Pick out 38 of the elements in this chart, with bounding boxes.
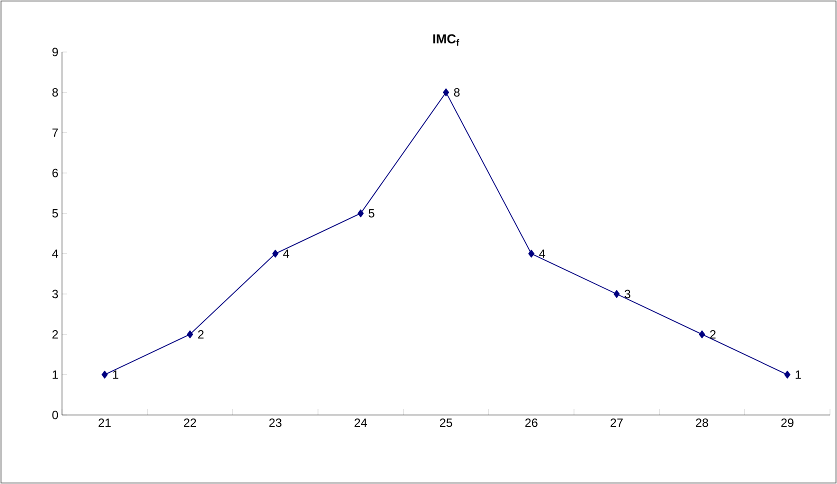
y-tick-label: 7 <box>52 128 58 137</box>
data-label: 4 <box>283 250 290 258</box>
x-tick-label: 23 <box>269 418 282 427</box>
y-tick-label: 2 <box>52 330 58 339</box>
x-tick-label: 25 <box>440 418 452 427</box>
point <box>784 370 790 379</box>
y-tick-label: 6 <box>52 168 58 178</box>
y-tick-label: 0 <box>52 410 58 420</box>
data-label: 2 <box>710 330 716 339</box>
y-tick-label: 5 <box>52 209 58 218</box>
y-tick-label: 9 <box>52 48 58 56</box>
data-label: 5 <box>368 209 374 218</box>
x-tick-label: 21 <box>98 418 111 427</box>
data-label: 8 <box>454 88 460 97</box>
point <box>528 250 534 258</box>
x-tick-label: 27 <box>610 418 623 427</box>
point <box>358 209 364 218</box>
x-tick-label: 28 <box>696 418 708 427</box>
point <box>102 370 108 379</box>
point <box>272 250 278 258</box>
point <box>614 290 620 298</box>
y-tick-label: 3 <box>52 290 58 298</box>
y-tick-label: 1 <box>52 370 58 379</box>
y-tick-label: 4 <box>52 250 58 258</box>
data-label: 4 <box>539 250 546 258</box>
point <box>698 330 706 338</box>
data-label: 2 <box>198 330 204 339</box>
data-label: 1 <box>796 370 801 379</box>
x-tick-label: 29 <box>781 418 794 427</box>
chart-title: IMC$_{f}$ <box>433 34 460 46</box>
x-tick-label: 22 <box>184 418 196 427</box>
point <box>186 330 194 338</box>
y-tick-label: 8 <box>52 88 58 97</box>
point <box>442 88 450 96</box>
x-tick-label: 24 <box>354 418 367 427</box>
x-tick-label: 26 <box>525 418 538 427</box>
data-label: 3 <box>624 290 630 298</box>
data-label: 1 <box>113 370 118 379</box>
